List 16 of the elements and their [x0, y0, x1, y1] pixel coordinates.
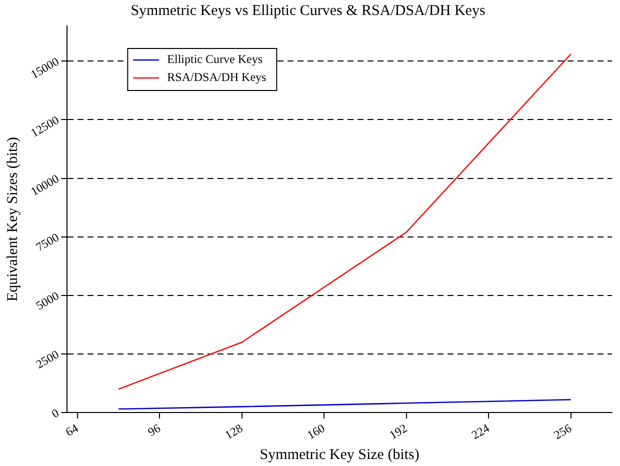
legend-label: Elliptic Curve Keys: [167, 52, 263, 66]
x-tick-label: 224: [469, 420, 492, 442]
y-tick-label: 2500: [33, 347, 62, 372]
x-tick-label: 128: [222, 420, 246, 442]
x-axis-title: Symmetric Key Size (bits): [260, 446, 420, 463]
x-tick-label: 256: [551, 420, 574, 442]
y-axis-title: Equivalent Key Sizes (bits): [4, 136, 21, 302]
y-tick-label: 5000: [33, 288, 62, 313]
y-tick-label: 0: [49, 406, 62, 421]
x-tick-label: 192: [386, 420, 410, 442]
chart-title: Symmetric Keys vs Elliptic Curves & RSA/DSA/DH Keys: [130, 2, 486, 19]
x-tick-label: 96: [145, 420, 163, 440]
y-tick-label: 7500: [33, 230, 62, 254]
x-tick-label: 64: [63, 420, 81, 440]
x-tick-label: 160: [304, 420, 328, 442]
legend-label: RSA/DSA/DH Keys: [167, 70, 267, 84]
